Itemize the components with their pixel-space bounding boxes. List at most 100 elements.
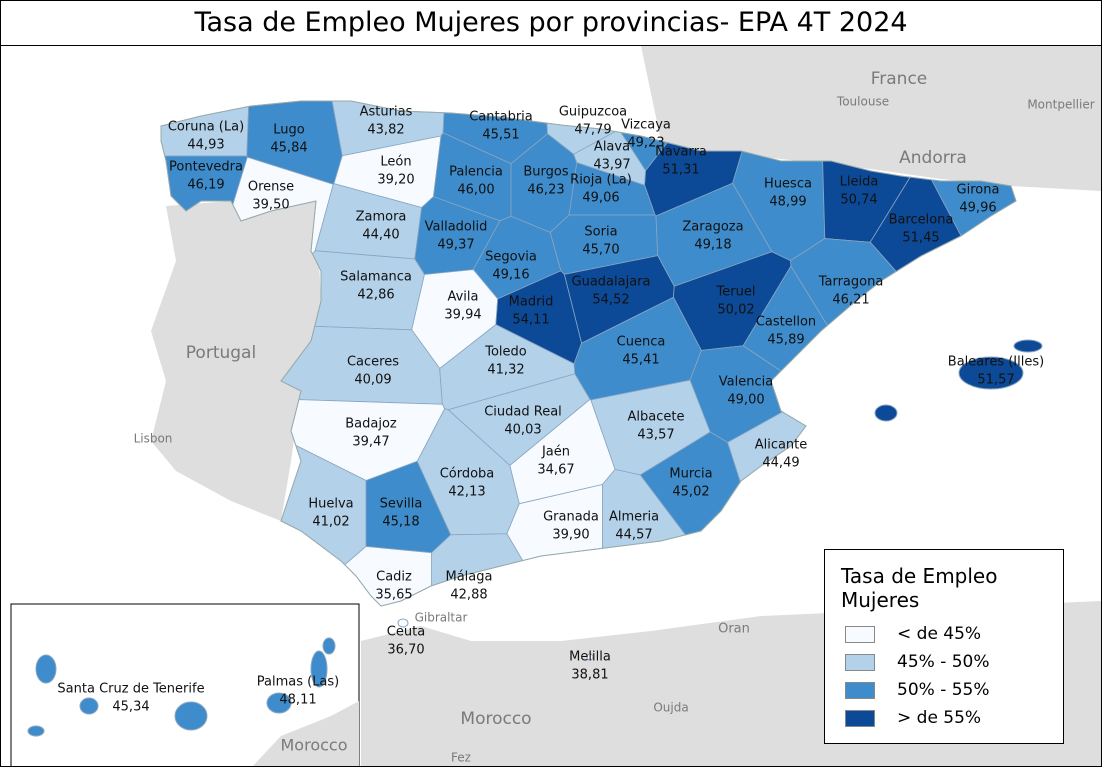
province-value: 54,11 — [512, 313, 549, 328]
province-value: 46,00 — [457, 183, 494, 198]
province-name: Lugo — [273, 123, 305, 138]
province-value: 48,11 — [279, 693, 316, 708]
province-value: 49,16 — [492, 268, 529, 283]
legend-item: < de 45% — [841, 620, 1047, 648]
province-name: Toledo — [484, 345, 527, 360]
province-value: 45,89 — [767, 333, 804, 348]
province-value: 46,19 — [187, 178, 224, 193]
province-name: Rioja (La) — [570, 173, 632, 188]
province-value: 49,96 — [959, 201, 996, 216]
legend-label: 45% - 50% — [897, 652, 990, 672]
province-value: 49,06 — [582, 191, 619, 206]
province-name: Zamora — [356, 210, 407, 225]
place-label: Toulouse — [836, 95, 889, 109]
place-label: France — [871, 69, 928, 89]
place-label: Andorra — [899, 148, 967, 168]
province-name: Santa Cruz de Tenerife — [57, 682, 204, 697]
place-label: Oran — [718, 622, 750, 637]
province-value: 34,67 — [537, 463, 574, 478]
province-value: 41,32 — [487, 363, 524, 378]
province-name: Huesca — [764, 177, 812, 192]
province-value: 44,40 — [362, 228, 399, 243]
legend-items: < de 45% 45% - 50% 50% - 55% > de 55% — [841, 620, 1047, 732]
province-value: 38,81 — [571, 668, 608, 683]
province-value: 42,86 — [357, 288, 394, 303]
place-label: Gibraltar — [415, 611, 468, 625]
province-value: 41,02 — [312, 515, 349, 530]
island — [80, 698, 98, 714]
legend-item: 50% - 55% — [841, 676, 1047, 704]
province-name: Alava — [594, 140, 630, 155]
legend-item: 45% - 50% — [841, 648, 1047, 676]
province-value: 45,34 — [112, 700, 149, 715]
legend-swatch — [845, 626, 875, 643]
province-name: Málaga — [446, 570, 493, 585]
province-name: Palmas (Las) — [257, 675, 340, 690]
legend-label: 50% - 55% — [897, 680, 990, 700]
island — [36, 655, 56, 683]
province-value: 51,45 — [902, 231, 939, 246]
province-name: Barcelona — [889, 213, 954, 228]
province-name: Pontevedra — [169, 160, 243, 175]
province-value: 49,18 — [694, 238, 731, 253]
place-label: Fez — [451, 751, 471, 765]
legend-label: > de 55% — [897, 708, 981, 728]
province-value: 54,52 — [592, 293, 629, 308]
province-value: 49,37 — [437, 238, 474, 253]
province-value: 35,65 — [375, 588, 412, 603]
province-name: Madrid — [509, 295, 554, 310]
province-value: 50,74 — [840, 193, 877, 208]
legend-item: > de 55% — [841, 704, 1047, 732]
province-name: Ciudad Real — [484, 405, 562, 420]
province-value: 47,79 — [574, 123, 611, 138]
province-value: 43,97 — [593, 158, 630, 173]
province-name: Cadiz — [376, 570, 412, 585]
province-name: Valladolid — [425, 220, 488, 235]
island — [875, 405, 897, 421]
place-label: Morocco — [460, 709, 531, 729]
legend-title: Tasa de Empleo Mujeres — [841, 564, 1011, 612]
province-name: Castellon — [756, 315, 816, 330]
province-value: 48,99 — [769, 195, 806, 210]
province-name: Murcia — [669, 467, 712, 482]
province-value: 45,51 — [482, 128, 519, 143]
map-title: Tasa de Empleo Mujeres por provincias- E… — [1, 1, 1101, 46]
province-name: Lleida — [840, 175, 879, 190]
province-name: Valencia — [719, 375, 773, 390]
province-name: Cuenca — [617, 335, 666, 350]
province-value: 45,70 — [582, 243, 619, 258]
island — [1014, 340, 1042, 352]
province-name: Córdoba — [440, 467, 495, 482]
place-label: Montpellier — [1027, 98, 1094, 112]
province-value: 45,02 — [672, 485, 709, 500]
province-value: 42,88 — [450, 588, 487, 603]
province-name: León — [380, 155, 411, 170]
province-name: Asturias — [360, 105, 413, 120]
province-value: 39,20 — [377, 173, 414, 188]
province-name: Soria — [584, 225, 617, 240]
province-name: Burgos — [523, 165, 568, 180]
province-value: 39,47 — [352, 435, 389, 450]
island — [28, 726, 44, 736]
province-value: 44,57 — [615, 528, 652, 543]
province-value: 39,94 — [444, 308, 481, 323]
province-name: Melilla — [569, 650, 611, 665]
province-name: Huelva — [308, 497, 353, 512]
province-value: 39,50 — [252, 198, 289, 213]
province-name: Almeria — [609, 510, 659, 525]
province-name: Jaén — [541, 445, 570, 460]
province-name: Guipuzcoa — [559, 105, 627, 120]
province-value: 46,21 — [832, 293, 869, 308]
legend-swatch — [845, 654, 875, 671]
province-name: Zaragoza — [682, 220, 743, 235]
province-value: 45,41 — [622, 353, 659, 368]
province-name: Granada — [543, 510, 599, 525]
province-name: Sevilla — [380, 497, 423, 512]
place-label: Portugal — [186, 343, 256, 363]
province-name: Navarra — [655, 145, 707, 160]
province-value: 46,23 — [527, 183, 564, 198]
province-value: 40,09 — [354, 373, 391, 388]
province-value: 44,93 — [187, 138, 224, 153]
province-name: Tarragona — [818, 275, 884, 290]
province-name: Vizcaya — [621, 118, 671, 133]
